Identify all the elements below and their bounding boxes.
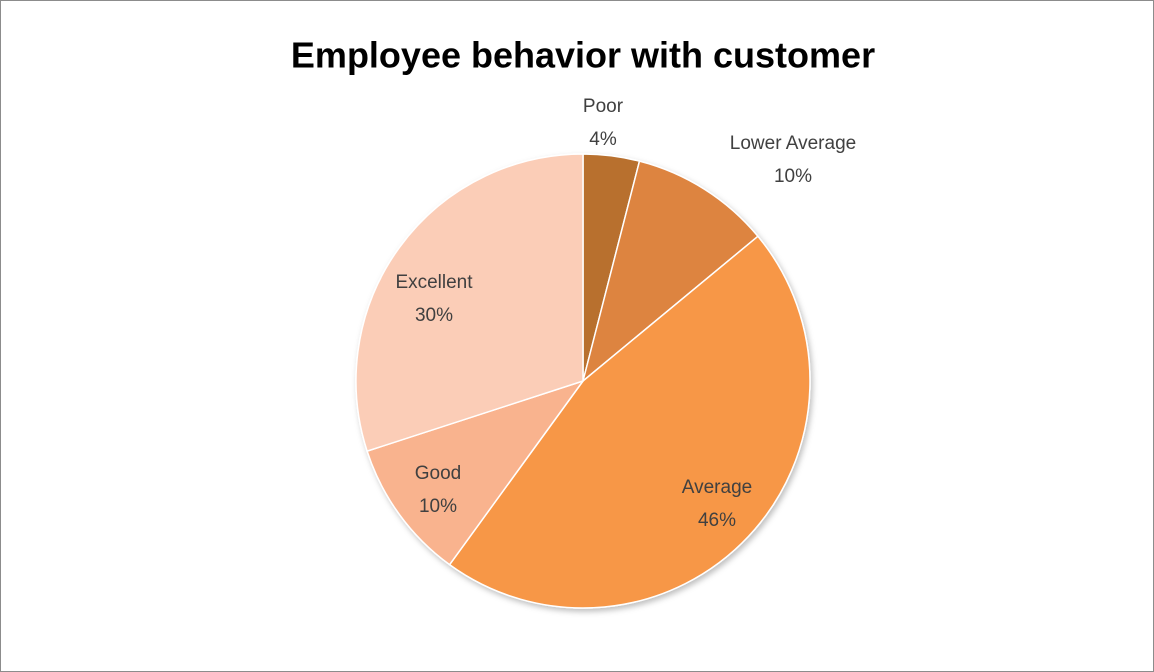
slice-category-label: Lower Average [730, 133, 856, 154]
pie [355, 153, 811, 609]
slice-value-label: 4% [589, 129, 617, 150]
slice-value-label: 10% [419, 496, 457, 517]
pie-slice [448, 235, 811, 609]
pie-slice [366, 379, 585, 566]
slice-value-label: 46% [698, 510, 736, 531]
slice-category-label: Excellent [395, 272, 473, 293]
chart-title: Employee behavior with customer [291, 35, 875, 76]
slice-category-label: Good [415, 463, 461, 484]
pie-slice [581, 160, 759, 384]
slice-category-label: Average [682, 477, 752, 498]
pie-slice [355, 153, 584, 453]
slice-value-label: 30% [415, 305, 453, 326]
slice-category-label: Poor [583, 96, 624, 117]
slice-value-label: 10% [774, 166, 812, 187]
